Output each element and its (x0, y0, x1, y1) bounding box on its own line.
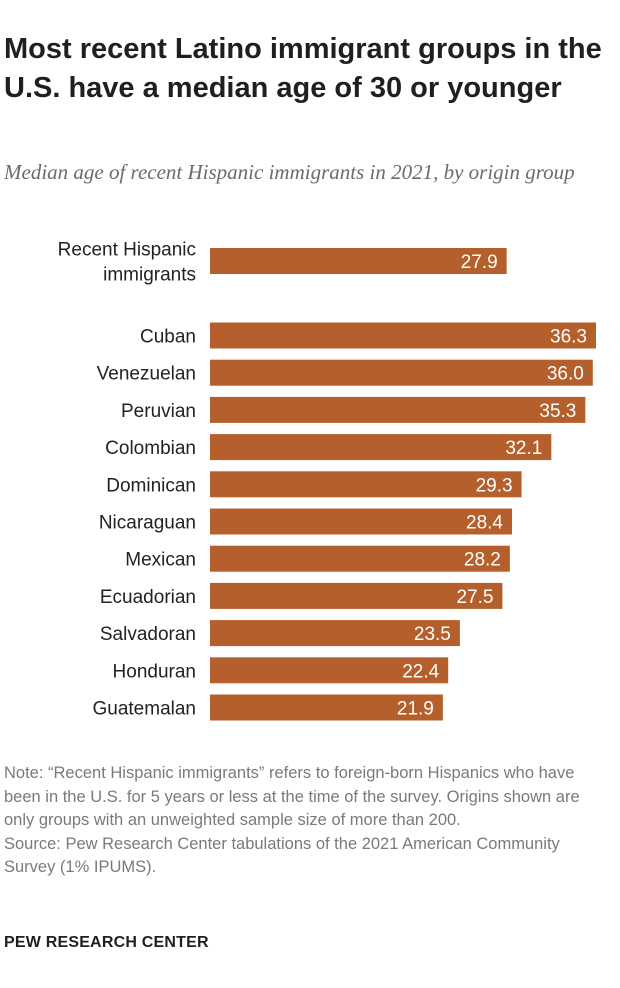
category-label-salvadoran: Salvadoran (100, 624, 196, 645)
category-label-mexican: Mexican (125, 550, 196, 571)
bar-recent-hispanic-immigrants (210, 248, 507, 274)
category-label-honduran: Honduran (113, 661, 196, 682)
category-label-venezuelan: Venezuelan (97, 364, 196, 385)
category-label-peruvian: Peruvian (121, 401, 196, 422)
bar-colombian (210, 434, 552, 461)
value-label-guatemalan: 21.9 (397, 699, 434, 720)
chart-title: Most recent Latino immigrant groups in t… (4, 33, 602, 104)
pew-logo-text: PEW RESEARCH CENTER (4, 934, 209, 951)
value-label-honduran: 22.4 (402, 661, 439, 682)
value-label-recent-hispanic-immigrants: 27.9 (461, 252, 498, 273)
bar-ecuadorian (210, 582, 503, 609)
footnote: Note: “Recent Hispanic immigrants” refer… (4, 762, 614, 880)
category-label-colombian: Colombian (105, 438, 196, 459)
bar-dominican (210, 471, 522, 498)
bar-mexican (210, 545, 510, 572)
value-label-venezuelan: 36.0 (547, 364, 584, 385)
value-label-ecuadorian: 27.5 (456, 587, 493, 608)
source-text: Source: Pew Research Center tabulations … (4, 834, 560, 877)
category-label-guatemalan: Guatemalan (92, 699, 196, 720)
category-label-nicaraguan: Nicaraguan (99, 513, 196, 534)
category-label-ecuadorian: Ecuadorian (100, 587, 196, 608)
value-label-nicaraguan: 28.4 (466, 513, 503, 534)
bar-salvadoran (210, 620, 460, 647)
bar-guatemalan (210, 694, 443, 721)
value-label-peruvian: 35.3 (539, 401, 576, 422)
value-label-dominican: 29.3 (476, 475, 513, 496)
bar-cuban (210, 322, 596, 349)
note-text: Note: “Recent Hispanic immigrants” refer… (4, 764, 580, 829)
chart-subtitle: Median age of recent Hispanic immigrants… (4, 160, 575, 184)
category-label-dominican: Dominican (106, 475, 196, 496)
value-label-cuban: 36.3 (550, 327, 587, 348)
bar-peruvian (210, 396, 586, 423)
value-label-mexican: 28.2 (464, 550, 501, 571)
category-label-cuban: Cuban (140, 327, 196, 348)
bar-chart: 27.9 Recent Hispanic immigrants 36.3 Cuban 36… (58, 240, 596, 721)
category-label-recent-hispanic-immigrants: Recent Hispanic immigrants (58, 240, 196, 286)
value-label-colombian: 32.1 (505, 438, 542, 459)
bar-venezuelan (210, 359, 593, 386)
bar-honduran (210, 657, 449, 684)
value-label-salvadoran: 23.5 (414, 624, 451, 645)
bar-nicaraguan (210, 508, 512, 535)
